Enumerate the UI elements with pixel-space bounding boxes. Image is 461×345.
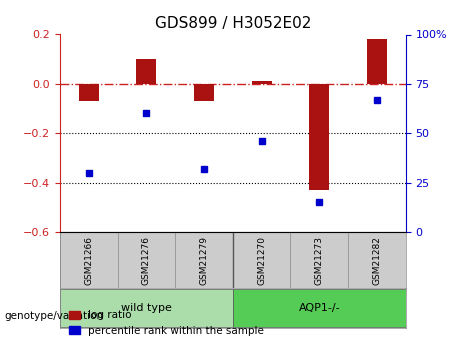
Text: GSM21273: GSM21273 (315, 236, 324, 285)
Text: GSM21266: GSM21266 (84, 236, 93, 285)
Bar (309, 84, 329, 190)
Text: genotype/variation: genotype/variation (5, 311, 104, 321)
Text: GSM21270: GSM21270 (257, 236, 266, 285)
Text: GSM21276: GSM21276 (142, 236, 151, 285)
Bar (79, 84, 99, 101)
Text: AQP1-/-: AQP1-/- (298, 303, 340, 313)
Text: wild type: wild type (121, 303, 172, 313)
Bar (194, 84, 214, 101)
Legend: log ratio, percentile rank within the sample: log ratio, percentile rank within the sa… (65, 306, 268, 340)
FancyBboxPatch shape (233, 289, 406, 327)
Title: GDS899 / H3052E02: GDS899 / H3052E02 (154, 16, 311, 31)
FancyBboxPatch shape (60, 289, 233, 327)
Text: GSM21282: GSM21282 (372, 236, 381, 285)
Text: GSM21279: GSM21279 (200, 236, 208, 285)
Bar (136, 59, 156, 84)
Bar (252, 81, 272, 84)
Bar (367, 39, 387, 84)
